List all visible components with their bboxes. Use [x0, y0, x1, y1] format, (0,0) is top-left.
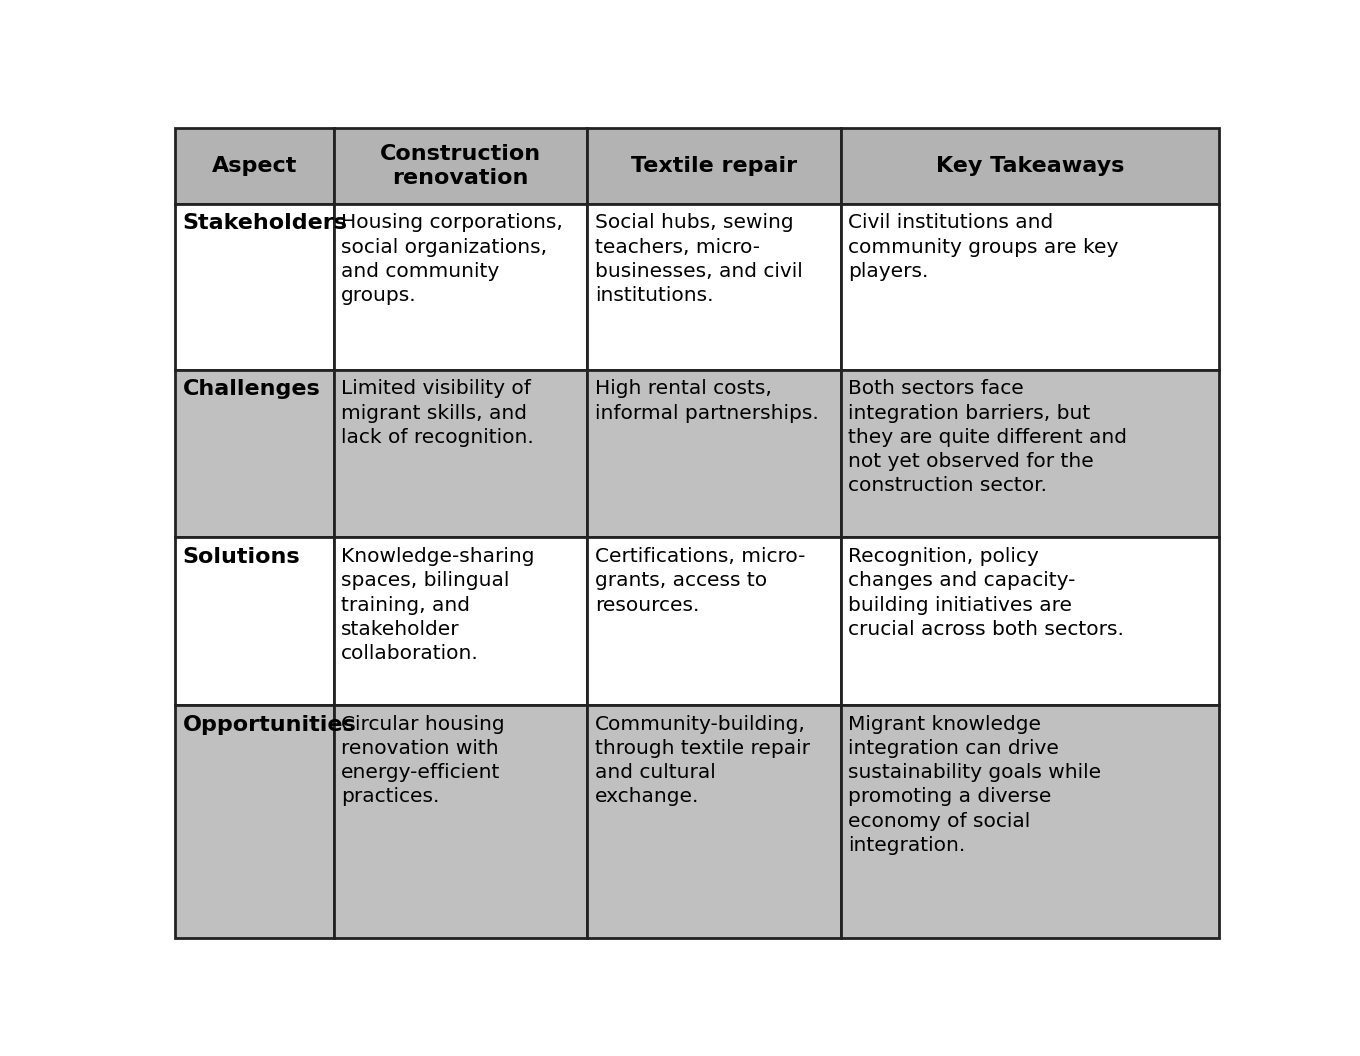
Text: Knowledge-sharing
spaces, bilingual
training, and
stakeholder
collaboration.: Knowledge-sharing spaces, bilingual trai…	[341, 547, 534, 663]
Bar	[588, 204, 840, 370]
Bar	[175, 129, 333, 204]
Bar	[175, 370, 333, 538]
Text: Both sectors face
integration barriers, but
they are quite different and
not yet: Both sectors face integration barriers, …	[849, 379, 1127, 495]
Bar	[333, 129, 588, 204]
Bar	[588, 370, 840, 538]
Text: High rental costs,
informal partnerships.: High rental costs, informal partnerships…	[594, 379, 819, 422]
Text: Solutions: Solutions	[182, 547, 301, 567]
Bar	[840, 129, 1219, 204]
Text: Civil institutions and
community groups are key
players.: Civil institutions and community groups …	[849, 213, 1119, 281]
Bar	[175, 538, 333, 705]
Text: Social hubs, sewing
teachers, micro-
businesses, and civil
institutions.: Social hubs, sewing teachers, micro- bus…	[594, 213, 802, 305]
Text: Community-building,
through textile repair
and cultural
exchange.: Community-building, through textile repa…	[594, 715, 809, 807]
Bar	[840, 370, 1219, 538]
Text: Housing corporations,
social organizations,
and community
groups.: Housing corporations, social organizatio…	[341, 213, 563, 305]
Bar	[333, 538, 588, 705]
Text: Construction
renovation: Construction renovation	[379, 144, 541, 188]
Text: Key Takeaways: Key Takeaways	[936, 156, 1125, 176]
Bar	[333, 204, 588, 370]
Text: Stakeholders: Stakeholders	[182, 213, 348, 233]
Bar	[175, 204, 333, 370]
Text: Aspect: Aspect	[212, 156, 298, 176]
Text: Migrant knowledge
integration can drive
sustainability goals while
promoting a d: Migrant knowledge integration can drive …	[849, 715, 1102, 855]
Text: Limited visibility of
migrant skills, and
lack of recognition.: Limited visibility of migrant skills, an…	[341, 379, 534, 447]
Bar	[840, 705, 1219, 938]
Text: Textile repair: Textile repair	[631, 156, 797, 176]
Text: Opportunities: Opportunities	[182, 715, 356, 735]
Bar	[588, 129, 840, 204]
Bar	[333, 705, 588, 938]
Text: Recognition, policy
changes and capacity-
building initiatives are
crucial acros: Recognition, policy changes and capacity…	[849, 547, 1125, 639]
Bar	[175, 705, 333, 938]
Bar	[840, 204, 1219, 370]
Bar	[588, 538, 840, 705]
Text: Challenges: Challenges	[182, 379, 321, 399]
Text: Certifications, micro-
grants, access to
resources.: Certifications, micro- grants, access to…	[594, 547, 805, 615]
Text: Circular housing
renovation with
energy-efficient
practices.: Circular housing renovation with energy-…	[341, 715, 505, 807]
Bar	[588, 705, 840, 938]
Bar	[333, 370, 588, 538]
Bar	[840, 538, 1219, 705]
